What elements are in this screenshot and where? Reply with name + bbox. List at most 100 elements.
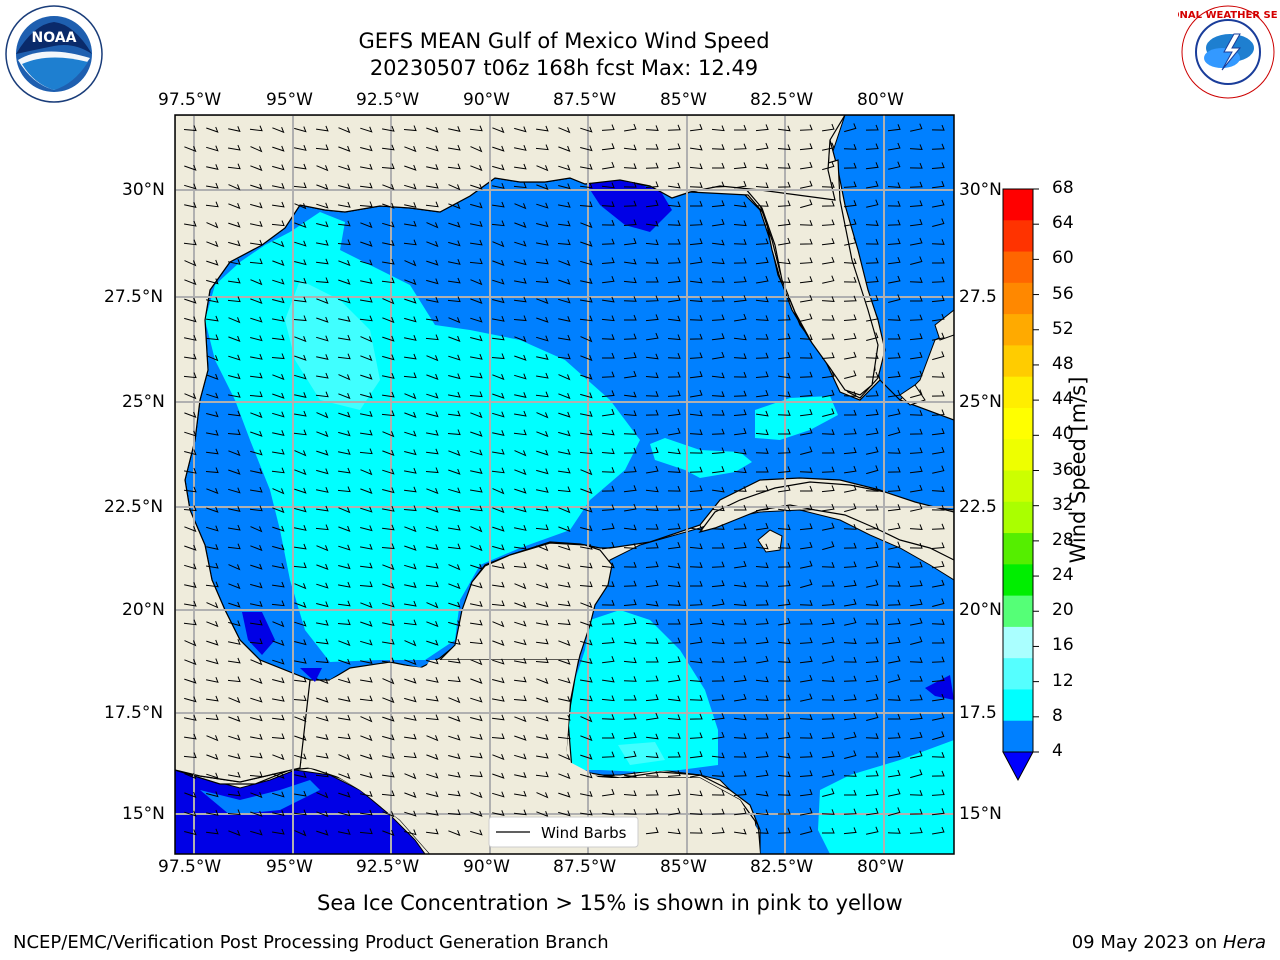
wind-barb	[514, 676, 527, 683]
wind-barb	[623, 144, 637, 151]
wind-barb	[184, 316, 197, 323]
wind-barb	[734, 504, 747, 511]
wind-barb	[470, 372, 483, 379]
wind-barb	[337, 619, 351, 626]
wind-barb	[843, 656, 857, 663]
wind-barb	[536, 715, 549, 722]
wind-barb	[623, 657, 637, 664]
lon-label-bottom: 80°W	[857, 857, 904, 877]
wind-barb	[316, 678, 329, 685]
wind-barb	[360, 487, 373, 494]
wind-barb	[799, 276, 813, 284]
wind-barb	[800, 485, 813, 492]
wind-barb	[866, 427, 879, 436]
wind-barb	[755, 676, 769, 683]
wind-barb	[535, 277, 549, 284]
wind-barb	[250, 752, 263, 759]
wind-barb	[932, 598, 945, 607]
wind-barb	[360, 296, 373, 303]
wind-barb	[558, 164, 571, 171]
colorbar-level	[1003, 314, 1033, 346]
wind-barb	[536, 468, 549, 475]
wind-barb	[667, 733, 681, 739]
wind-barb	[382, 811, 395, 818]
wind-barb	[865, 220, 879, 226]
wind-barb	[689, 543, 703, 550]
wind-barb	[909, 790, 923, 796]
colorbar-level	[1003, 251, 1033, 284]
colorbar-tick-label: 16	[1052, 635, 1074, 656]
footer-date: 09 May 2023 on Hera	[1072, 932, 1266, 953]
wind-barb	[316, 412, 329, 419]
wind-barb	[206, 182, 219, 189]
wind-barb	[602, 788, 615, 797]
wind-barb	[580, 296, 593, 303]
wind-barb	[250, 412, 263, 419]
wind-barb	[646, 733, 659, 740]
wind-barb	[623, 200, 637, 207]
wind-barb	[249, 125, 263, 132]
wind-barb	[184, 733, 197, 740]
wind-barb	[293, 182, 307, 189]
wind-barb	[316, 298, 329, 305]
lon-label-top: 95°W	[266, 90, 313, 110]
wind-barb	[294, 221, 307, 228]
wind-barb	[733, 295, 747, 303]
wind-barb	[843, 524, 857, 530]
wind-barb	[887, 182, 901, 188]
colorbar-level	[1003, 564, 1033, 597]
wind-barb	[822, 769, 835, 778]
lon-label-bottom: 95°W	[266, 857, 313, 877]
wind-barb	[756, 390, 769, 398]
wind-barb	[514, 450, 527, 457]
wind-barb	[865, 542, 879, 550]
colorbar-tick-label: 56	[1052, 283, 1074, 304]
wind-barb	[514, 145, 527, 151]
colorbar-level	[1003, 626, 1033, 659]
wind-barb	[580, 411, 593, 417]
wind-barb	[470, 659, 483, 666]
wind-barb	[294, 240, 307, 247]
wind-barb	[206, 448, 219, 455]
wind-barb	[448, 734, 461, 741]
wind-barb	[843, 276, 857, 283]
wind-barb	[601, 371, 615, 378]
wind-barb	[249, 505, 263, 512]
wind-barb	[470, 715, 483, 722]
wind-barb	[492, 201, 505, 208]
wind-barb	[426, 241, 439, 248]
wind-barb	[910, 389, 923, 399]
wind-barb	[184, 183, 197, 190]
wind-barb	[646, 220, 659, 227]
wind-barb	[338, 183, 351, 190]
wind-barb	[689, 429, 703, 435]
wind-barb	[822, 389, 835, 398]
wind-barb	[272, 695, 285, 702]
wind-barb	[294, 525, 307, 531]
wind-barb	[689, 371, 703, 379]
wind-barb	[711, 524, 725, 530]
wind-barb	[733, 751, 747, 758]
wind-barb	[250, 659, 263, 666]
wind-barb	[425, 714, 439, 721]
wind-barb	[602, 296, 615, 303]
wind-barb	[624, 314, 637, 321]
wind-barb	[778, 237, 791, 246]
wind-barb	[360, 658, 373, 664]
wind-barb	[932, 826, 945, 835]
wind-barb	[228, 771, 241, 778]
wind-barb	[866, 180, 879, 189]
wind-barb	[821, 238, 835, 246]
lat-label-right: 15°N	[959, 804, 1002, 824]
wind-barb	[931, 789, 945, 796]
wind-barb	[470, 486, 483, 493]
wind-barb	[360, 676, 373, 683]
wind-barb	[206, 126, 219, 133]
wind-barb	[250, 353, 263, 360]
wind-barb	[932, 637, 945, 644]
wind-barb	[733, 619, 747, 625]
wind-barb	[689, 485, 703, 492]
wind-barb	[887, 580, 901, 587]
wind-barb	[734, 428, 747, 436]
wind-barb	[733, 637, 747, 644]
